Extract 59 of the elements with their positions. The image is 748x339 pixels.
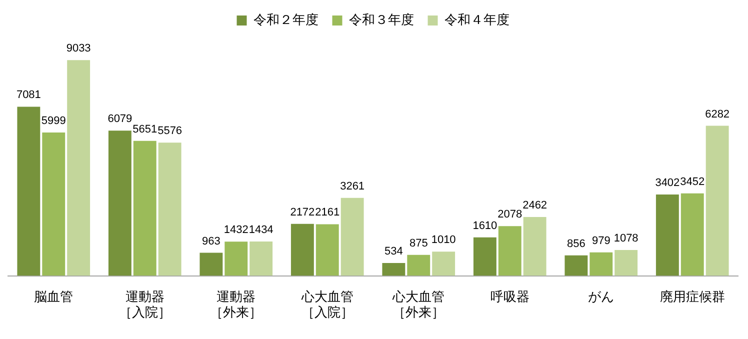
legend-label: 令和４年度 — [444, 12, 510, 28]
legend-label: 令和３年度 — [348, 12, 414, 28]
data-label: 2462 — [522, 200, 548, 212]
bar — [564, 255, 588, 276]
bar — [473, 237, 496, 276]
data-label: 1610 — [472, 220, 498, 232]
x-tick-label: 心大血管［外来］ — [392, 288, 445, 321]
x-tick-label: 心大血管［入院］ — [300, 288, 354, 321]
bar — [67, 60, 90, 276]
data-label: 1078 — [614, 232, 638, 245]
data-label: 875 — [409, 237, 428, 250]
x-tick-label: 廃用症候群 — [660, 290, 725, 305]
data-label: 3261 — [340, 180, 365, 192]
bar — [340, 198, 364, 276]
bar — [224, 242, 248, 276]
legend-label: 令和２年度 — [253, 12, 318, 28]
data-label: 534 — [384, 246, 403, 258]
bar — [590, 252, 613, 276]
data-label: 1010 — [431, 234, 456, 246]
data-label: 856 — [567, 238, 586, 250]
data-label: 3402 — [655, 177, 680, 190]
bar — [498, 226, 522, 276]
bar — [17, 106, 40, 276]
data-label: 2161 — [315, 206, 340, 219]
bar — [316, 224, 339, 276]
bar — [200, 252, 223, 276]
data-label: 7081 — [16, 89, 41, 102]
bar — [407, 254, 430, 276]
bar — [290, 224, 314, 276]
bar — [656, 194, 679, 276]
data-label: 5651 — [132, 123, 158, 136]
data-label: 1432 — [224, 224, 248, 236]
data-label: 3452 — [680, 176, 705, 188]
bar — [706, 126, 729, 276]
bar — [432, 252, 456, 276]
data-label: 1434 — [248, 224, 274, 236]
data-label: 979 — [592, 234, 610, 247]
bar — [133, 140, 156, 276]
bar — [614, 250, 638, 276]
data-label: 2172 — [290, 206, 315, 218]
x-tick-label: 脳血管 — [34, 290, 74, 305]
bar — [250, 242, 273, 276]
bar — [42, 132, 66, 276]
bar — [523, 217, 546, 276]
bar — [158, 142, 182, 276]
data-label: 6282 — [705, 108, 730, 120]
data-label: 5999 — [41, 115, 66, 128]
bar — [382, 263, 406, 276]
x-tick-label: がん — [588, 290, 614, 305]
x-tick-label: 呼吸器 — [490, 290, 530, 305]
bar — [680, 193, 704, 276]
x-tick-label: 運動器［外来］ — [210, 290, 262, 321]
data-label: 6079 — [108, 113, 132, 126]
data-label: 2078 — [498, 208, 522, 221]
data-label: 5576 — [158, 125, 182, 138]
bar — [108, 130, 132, 276]
data-label: 9033 — [66, 42, 91, 55]
data-label: 963 — [202, 235, 220, 248]
x-tick-label: 運動器［入院］ — [118, 290, 171, 321]
